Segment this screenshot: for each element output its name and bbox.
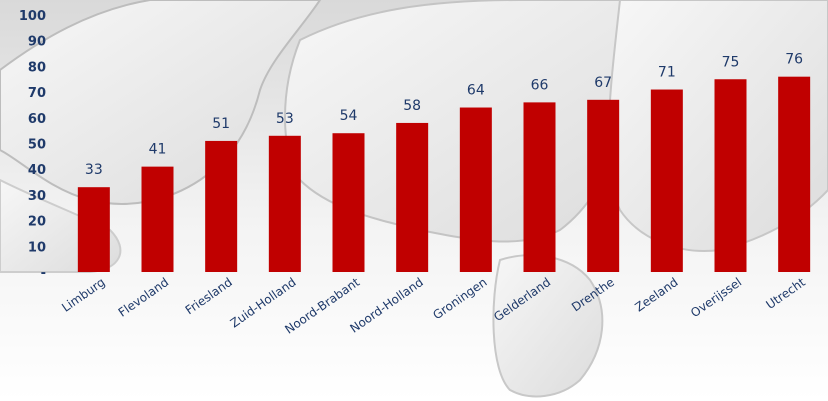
data-label: 53 bbox=[276, 111, 294, 127]
data-label: 41 bbox=[149, 142, 167, 158]
data-label: 54 bbox=[340, 108, 358, 124]
y-tick-label: 60 bbox=[28, 112, 46, 127]
bar-friesland bbox=[205, 140, 238, 272]
y-tick-label: 100 bbox=[19, 9, 46, 24]
data-label: 71 bbox=[658, 65, 676, 81]
data-label: 51 bbox=[212, 116, 230, 132]
bar-utrecht bbox=[778, 76, 811, 273]
bar-drenthe bbox=[587, 99, 620, 272]
map-land-west bbox=[0, 0, 322, 205]
map-land-south bbox=[492, 254, 604, 398]
bar-overijssel bbox=[714, 79, 747, 272]
y-axis: - 10 20 30 40 50 60 70 80 90 100 bbox=[19, 9, 46, 281]
y-tick-label: 80 bbox=[28, 60, 46, 75]
y-tick-label: 40 bbox=[28, 163, 46, 178]
bar-zuid-holland bbox=[268, 135, 301, 272]
data-label: 76 bbox=[785, 52, 803, 68]
data-label: 66 bbox=[531, 77, 549, 93]
y-tick-label: - bbox=[41, 266, 46, 281]
y-tick-label: 20 bbox=[28, 215, 46, 230]
bar-zeeland bbox=[650, 89, 683, 272]
data-label: 64 bbox=[467, 83, 485, 99]
data-label: 67 bbox=[594, 75, 612, 91]
data-label: 33 bbox=[85, 162, 103, 178]
bar-flevoland bbox=[141, 166, 174, 272]
bar-noord-holland bbox=[396, 122, 429, 272]
y-tick-label: 30 bbox=[28, 189, 46, 204]
bar-gelderland bbox=[523, 102, 556, 272]
bar-noord-brabant bbox=[332, 133, 365, 272]
data-label: 58 bbox=[403, 98, 421, 114]
bar-groningen bbox=[459, 107, 492, 273]
bars bbox=[77, 76, 811, 273]
y-tick-label: 10 bbox=[28, 240, 46, 255]
bar-limburg bbox=[77, 187, 110, 272]
y-tick-label: 90 bbox=[28, 35, 46, 50]
y-tick-label: 50 bbox=[28, 138, 46, 153]
data-labels: 33 41 51 53 54 58 64 66 67 71 75 76 bbox=[85, 52, 803, 179]
y-tick-label: 70 bbox=[28, 86, 46, 101]
data-label: 75 bbox=[722, 54, 740, 70]
